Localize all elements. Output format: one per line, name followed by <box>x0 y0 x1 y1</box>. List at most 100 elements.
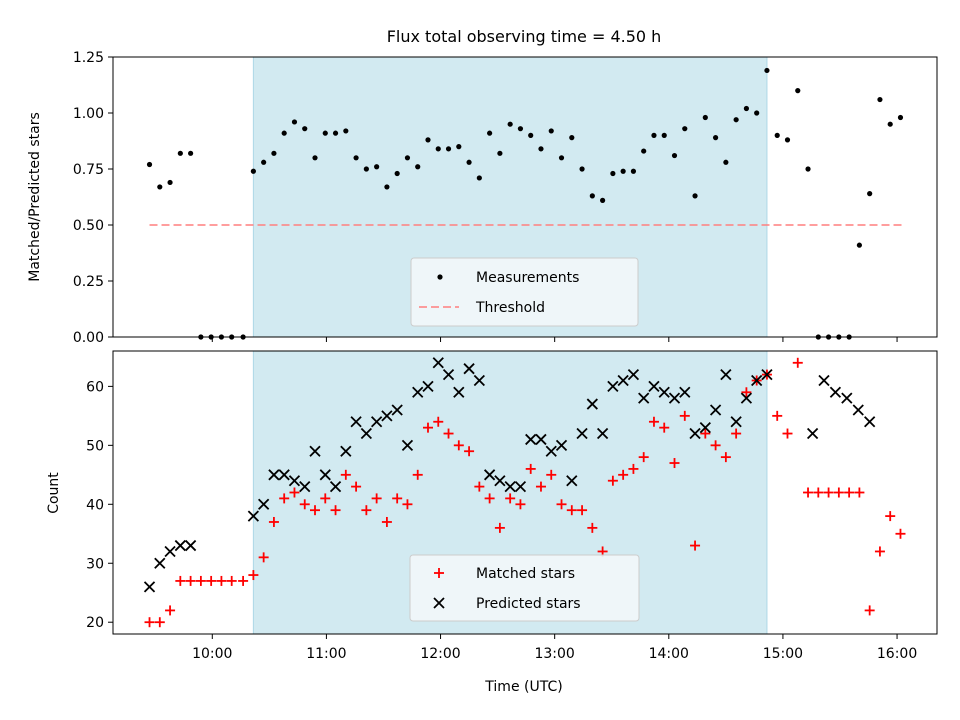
matched-point <box>185 575 196 586</box>
y-tick-label: 1.00 <box>73 106 104 122</box>
cross-b <box>566 475 578 487</box>
predicted-point <box>381 410 393 422</box>
predicted-point <box>247 510 260 522</box>
cross-b <box>864 416 876 428</box>
y-tick-label: 40 <box>86 497 104 513</box>
predicted-point <box>566 475 578 487</box>
cross-b <box>432 357 444 369</box>
matched-point <box>494 522 505 533</box>
y-tick-label: 30 <box>86 556 104 572</box>
matched-point <box>669 458 680 469</box>
measurement-point <box>692 193 698 199</box>
matched-point <box>515 499 526 510</box>
predicted-point <box>350 416 362 428</box>
cross-b <box>689 427 701 440</box>
cross-b <box>535 433 547 446</box>
measurement-point <box>250 168 256 174</box>
top-y-axis-label: Matched/Predicted stars <box>27 112 43 282</box>
measurement-point <box>497 150 503 156</box>
measurement-point <box>743 105 750 112</box>
matched-point <box>175 575 186 586</box>
matched-point <box>638 452 649 463</box>
measurement-point <box>332 130 339 136</box>
matched-point <box>165 605 176 616</box>
measurement-point <box>394 170 400 177</box>
matched-point <box>556 499 567 510</box>
measurement-point <box>271 150 277 156</box>
matched-point <box>433 416 444 427</box>
cross-b <box>494 475 506 487</box>
y-tick-label: 60 <box>86 379 104 395</box>
matched-point <box>874 546 885 557</box>
matched-point <box>710 440 721 451</box>
matched-point <box>690 540 701 551</box>
cross-b <box>627 368 640 381</box>
cross-b <box>442 368 455 381</box>
measurement-point <box>291 119 298 125</box>
matched-point <box>587 522 598 533</box>
matched-point <box>700 428 711 439</box>
cross-b <box>740 392 753 404</box>
x-tick-label: 12:00 <box>420 646 460 662</box>
bottom-plot-frame <box>112 350 938 635</box>
top-x-ticks <box>211 337 898 342</box>
matched-point <box>885 511 896 522</box>
cross-b <box>668 392 681 404</box>
top-y-axis: 0.00 0.25 0.50 0.75 1.00 1.25 <box>73 50 113 346</box>
top-plot-frame <box>112 56 938 338</box>
cross-b <box>545 445 557 457</box>
measurement-point <box>784 137 791 143</box>
predicted-point <box>709 404 722 416</box>
predicted-point <box>841 392 853 404</box>
predicted-point <box>154 557 166 569</box>
predicted-points <box>143 357 876 593</box>
cross-b <box>473 374 485 387</box>
measurement-legend-label: Measurements <box>476 270 579 286</box>
measurement-point <box>374 164 380 170</box>
predicted-point <box>309 445 321 457</box>
predicted-point <box>545 445 557 457</box>
predicted-point <box>463 363 475 375</box>
measurement-point <box>261 159 267 165</box>
predicted-point <box>143 581 156 593</box>
cross-b <box>174 539 186 552</box>
matched-point <box>381 516 392 527</box>
matched-point <box>361 505 372 516</box>
matched-point <box>330 505 341 516</box>
matched-point <box>310 505 321 516</box>
matched-legend-label: Matched stars <box>476 566 575 582</box>
cross-b <box>258 498 270 510</box>
matched-point <box>618 469 629 480</box>
predicted-point <box>340 445 352 457</box>
measurement-point <box>579 166 585 172</box>
measurement-point <box>404 155 411 161</box>
cross-b <box>309 445 321 457</box>
predicted-point <box>504 480 516 493</box>
matched-point <box>679 410 690 421</box>
measurement-point <box>733 117 739 123</box>
predicted-point <box>535 433 547 446</box>
matched-point <box>279 493 290 504</box>
predicted-point <box>299 480 311 493</box>
y-tick-label: 0.00 <box>73 330 104 346</box>
cross-b <box>504 480 516 493</box>
y-tick-label: 0.75 <box>73 162 104 178</box>
matched-point <box>720 452 731 463</box>
x-tick-label: 13:00 <box>534 646 574 662</box>
matched-point <box>895 528 906 539</box>
predicted-point <box>864 416 876 428</box>
y-tick-label: 0.50 <box>73 218 104 234</box>
x-tick-label: 10:00 <box>192 646 232 662</box>
matched-point <box>741 387 752 398</box>
matched-point <box>289 487 300 498</box>
matched-point <box>833 487 844 498</box>
predicted-point <box>453 386 465 398</box>
cross-b <box>806 427 819 440</box>
cross-b <box>401 439 414 451</box>
measurement-point <box>167 179 173 186</box>
measurement-point <box>353 155 359 161</box>
measurement-point <box>476 175 482 181</box>
predicted-point <box>720 368 732 381</box>
predicted-point <box>806 427 819 440</box>
matched-point <box>248 570 259 581</box>
